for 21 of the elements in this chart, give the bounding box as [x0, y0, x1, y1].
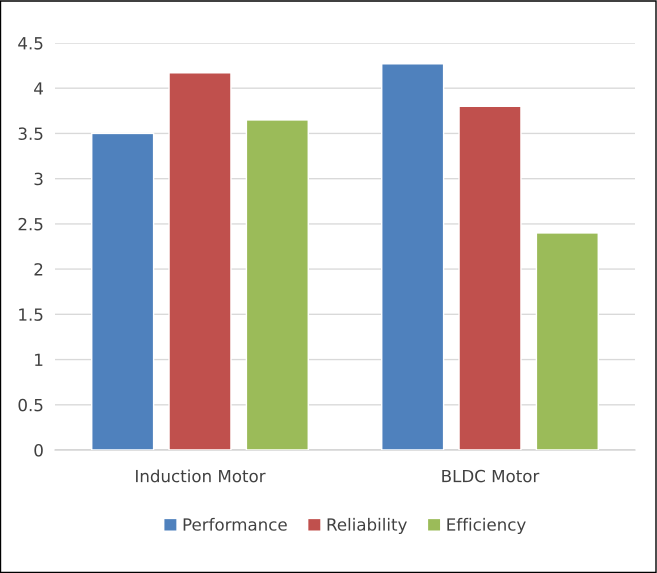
x-tick-label: Induction Motor [136, 469, 266, 482]
y-tick-label: 1.5 [19, 308, 42, 321]
y-tick-label: 4.5 [18, 37, 42, 50]
legend-label: Efficiency [447, 518, 526, 534]
bar [381, 63, 444, 450]
bar [246, 119, 309, 450]
y-tick-label: 2.5 [18, 218, 42, 230]
x-tick-label: BLDC Motor [442, 470, 540, 482]
y-tick-label: 0 [34, 444, 43, 457]
bar [458, 106, 522, 450]
legend-label: Reliability [328, 518, 407, 534]
bar [91, 132, 154, 450]
y-tick-label: 1 [35, 354, 42, 366]
bar [536, 232, 599, 450]
y-tick-label: 4 [34, 82, 43, 95]
y-tick-label: 3.5 [18, 127, 42, 140]
y-tick-label: 2 [34, 263, 42, 276]
y-tick-label: 3 [34, 172, 43, 186]
bar [168, 72, 232, 450]
y-tick-label: 0.5 [18, 398, 42, 412]
legend-label: Performance [184, 518, 287, 531]
